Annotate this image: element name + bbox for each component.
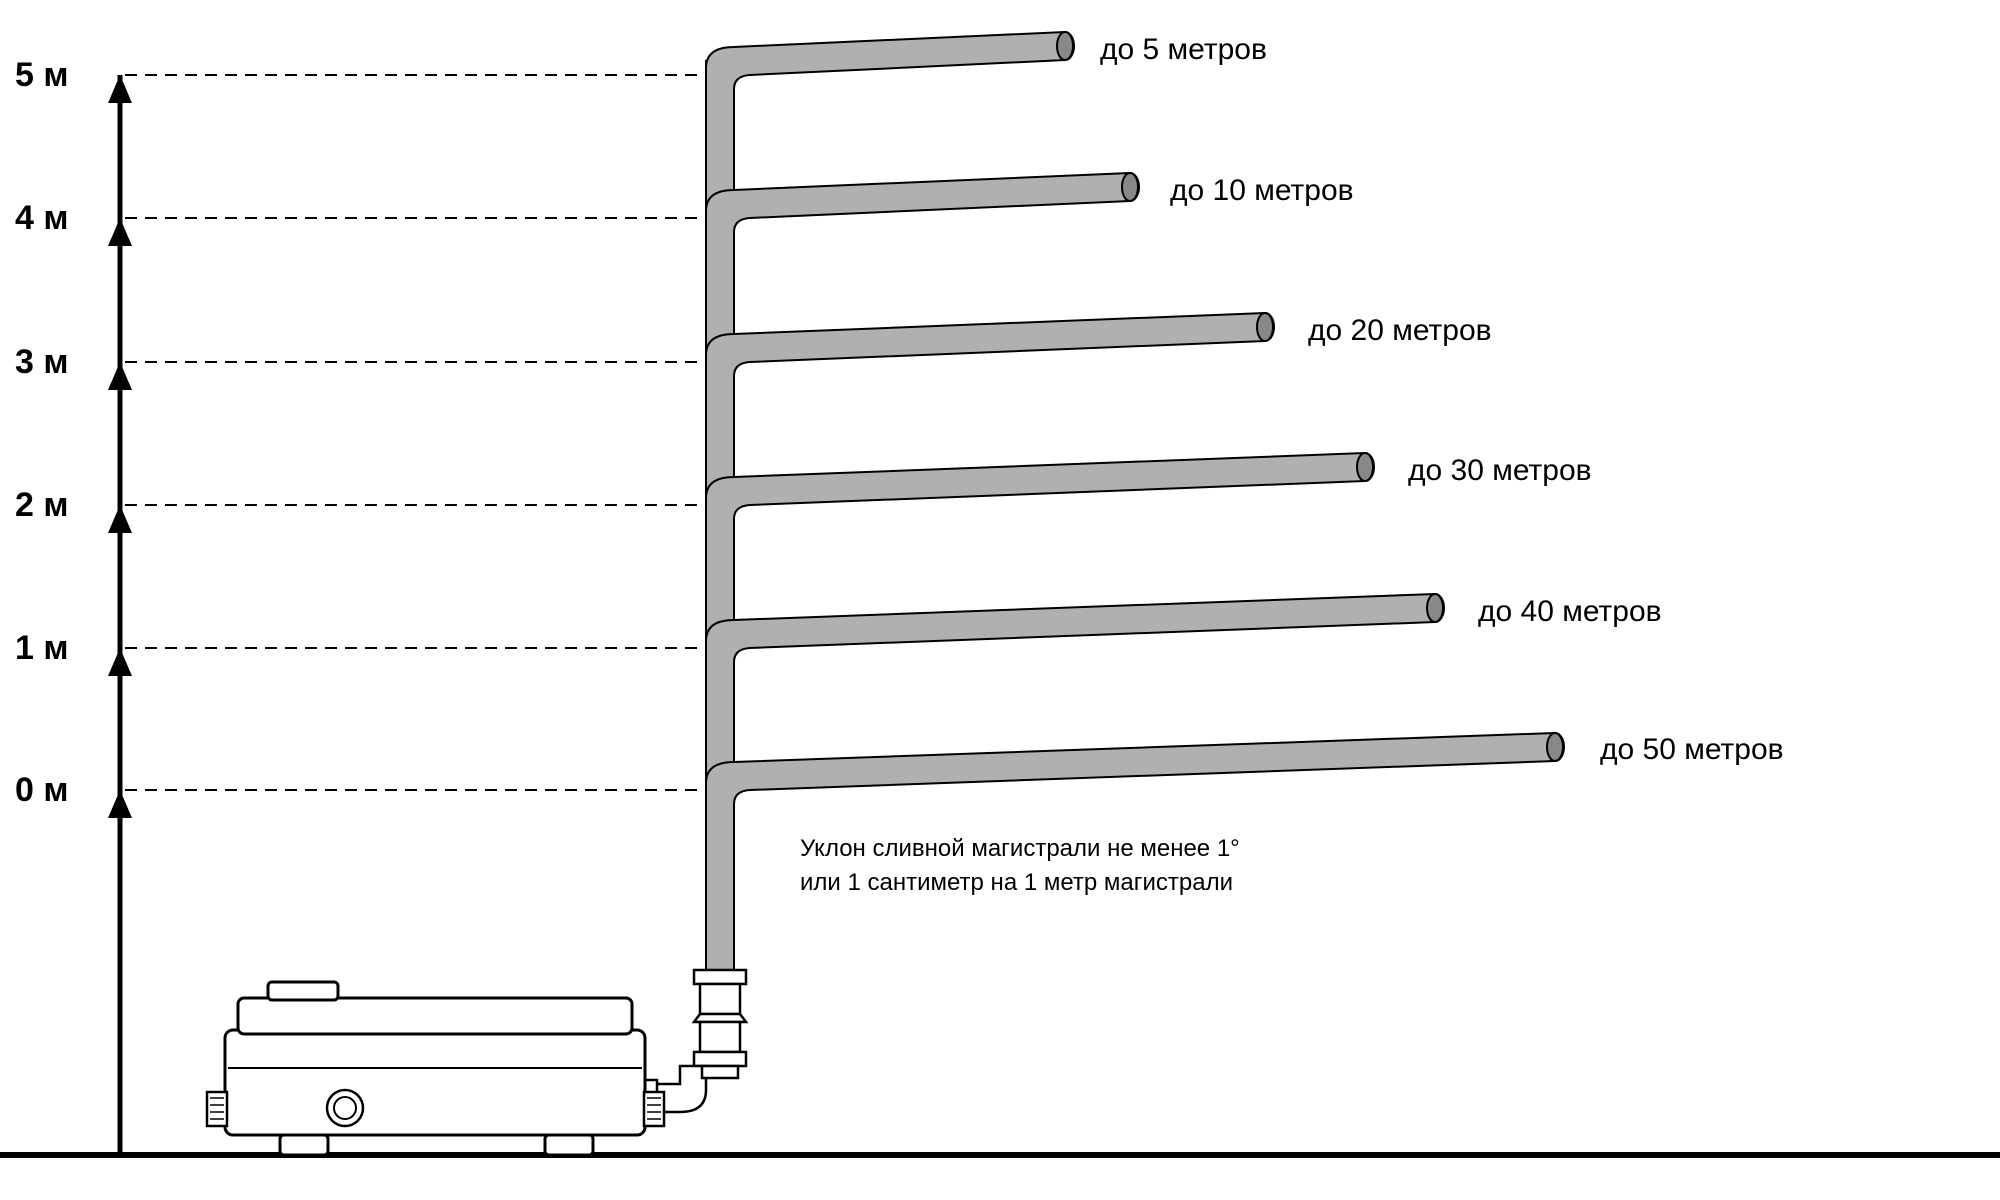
pipes-clean xyxy=(700,30,1600,970)
distance-label-1m: до 40 метров xyxy=(1478,595,1662,629)
axis-arrowhead-1 xyxy=(108,648,132,676)
distance-label-0m: до 50 метров xyxy=(1600,733,1784,767)
pump-port-left xyxy=(207,1092,227,1126)
pump-capacity-diagram xyxy=(0,0,2000,1200)
axis-arrowhead-5 xyxy=(108,75,132,103)
pump-port-right xyxy=(644,1092,664,1126)
distance-label-5m: до 5 метров xyxy=(1100,33,1267,67)
distance-label-4m: до 10 метров xyxy=(1170,174,1354,208)
axis-arrowhead-3 xyxy=(108,362,132,390)
pump-unit xyxy=(207,982,664,1155)
axis-label-4m: 4 м xyxy=(15,199,69,238)
axis-arrowhead-0 xyxy=(108,790,132,818)
slope-note-line1: Уклон сливной магистрали не менее 1° xyxy=(800,832,1240,866)
pump-port-front xyxy=(327,1090,363,1126)
axis-label-2m: 2 м xyxy=(15,486,69,525)
axis-label-0m: 0 м xyxy=(15,771,69,810)
axis-label-3m: 3 м xyxy=(15,343,69,382)
slope-note: Уклон сливной магистрали не менее 1° или… xyxy=(800,832,1240,899)
diagram-svg xyxy=(0,0,2000,1200)
distance-label-3m: до 20 метров xyxy=(1308,314,1492,348)
pipe-union-fitting xyxy=(694,970,746,1066)
axis-label-5m: 5 м xyxy=(15,56,69,95)
distance-label-2m: до 30 метров xyxy=(1408,454,1592,488)
axis-arrowhead-4 xyxy=(108,218,132,246)
axis-arrowhead-2 xyxy=(108,505,132,533)
slope-note-line2: или 1 сантиметр на 1 метр магистрали xyxy=(800,866,1240,900)
axis-label-1m: 1 м xyxy=(15,629,69,668)
